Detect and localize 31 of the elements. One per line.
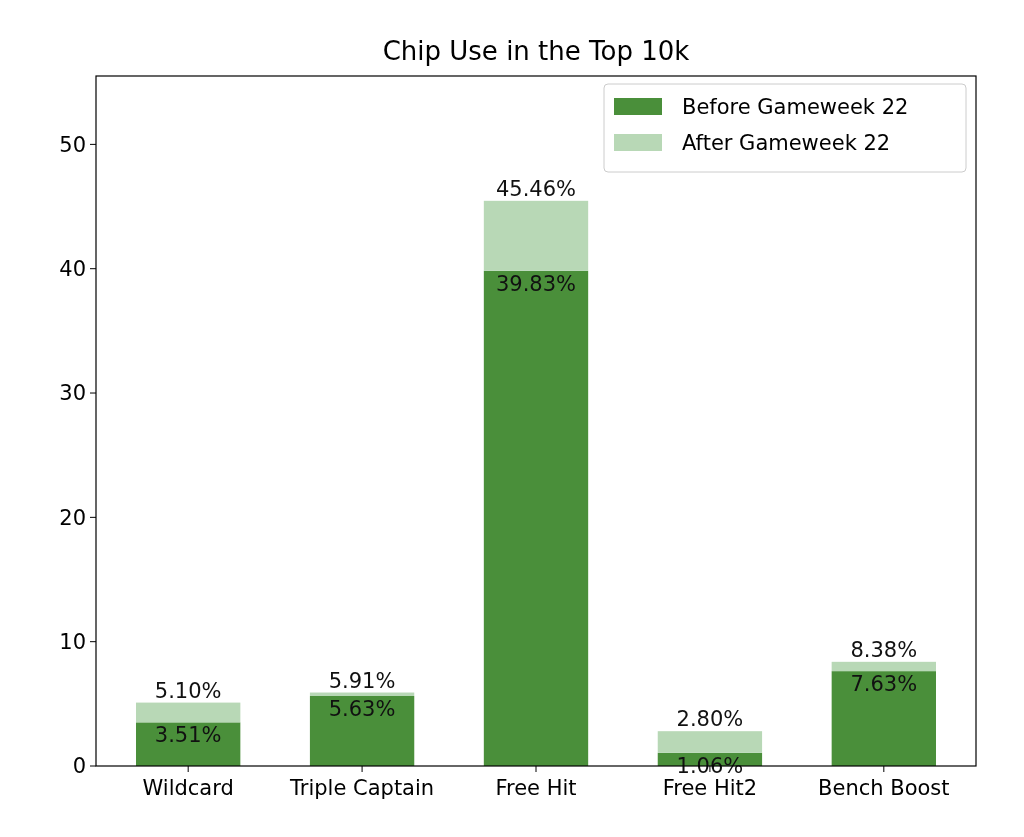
total-label: 45.46% [495, 176, 577, 201]
legend-label: Before Gameweek 22 [682, 95, 909, 120]
bar [309, 696, 415, 766]
total-label: 5.10% [154, 678, 222, 703]
y-tick-label: 40 [59, 257, 86, 282]
bar [483, 270, 589, 766]
y-tick-label: 0 [72, 754, 86, 779]
y-tick-label: 10 [59, 630, 86, 655]
y-tick-label: 30 [59, 381, 86, 406]
x-tick-label: Triple Captain [289, 776, 435, 800]
total-label: 2.80% [676, 707, 744, 732]
total-label: 8.38% [850, 637, 918, 662]
data-label: 39.83% [495, 271, 577, 296]
y-tick-label: 50 [59, 132, 86, 157]
chart-title: Chip Use in the Top 10k [382, 36, 690, 66]
bar [136, 702, 241, 723]
total-label: 5.91% [328, 668, 396, 693]
x-tick-label: Bench Boost [818, 776, 950, 800]
data-label: 3.51% [154, 723, 222, 748]
data-label: 7.63% [850, 672, 918, 697]
data-label: 1.06% [676, 753, 744, 778]
y-tick-label: 20 [59, 505, 86, 530]
x-tick-label: Wildcard [142, 776, 234, 800]
x-tick-label: Free Hit2 [662, 776, 758, 800]
bar [483, 200, 589, 271]
data-label: 5.63% [328, 697, 396, 722]
bar [831, 661, 936, 672]
bar [831, 671, 936, 766]
bar [657, 731, 763, 753]
x-tick-label: Free Hit [495, 776, 577, 800]
legend-label: After Gameweek 22 [682, 131, 891, 156]
